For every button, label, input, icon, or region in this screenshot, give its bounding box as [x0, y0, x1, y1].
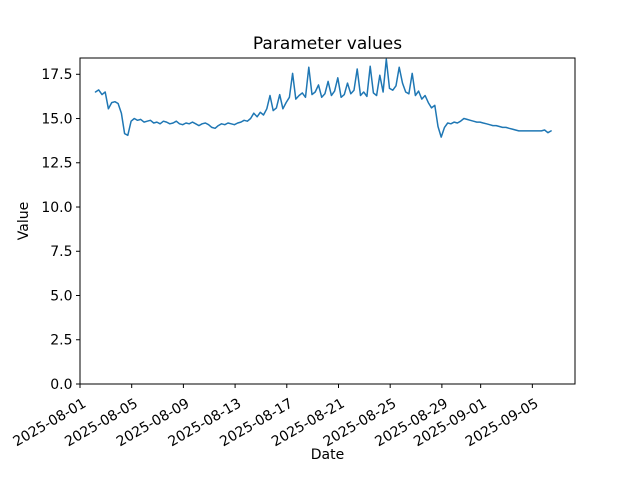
y-axis-label: Value: [16, 201, 32, 241]
y-tick-label: 17.5: [41, 67, 72, 83]
y-tick-label: 12.5: [41, 156, 72, 172]
y-tick-label: 2.5: [50, 333, 72, 349]
y-tick-label: 5.0: [50, 288, 72, 304]
y-tick-label: 7.5: [50, 244, 72, 260]
y-tick-label: 15.0: [41, 111, 72, 127]
y-tick-label: 10.0: [41, 200, 72, 216]
x-axis-label: Date: [310, 447, 345, 463]
axes-spines: [79, 57, 576, 385]
chart-title: Parameter values: [252, 34, 403, 54]
data-line: [94, 58, 552, 138]
y-tick-label: 0.0: [50, 377, 72, 393]
